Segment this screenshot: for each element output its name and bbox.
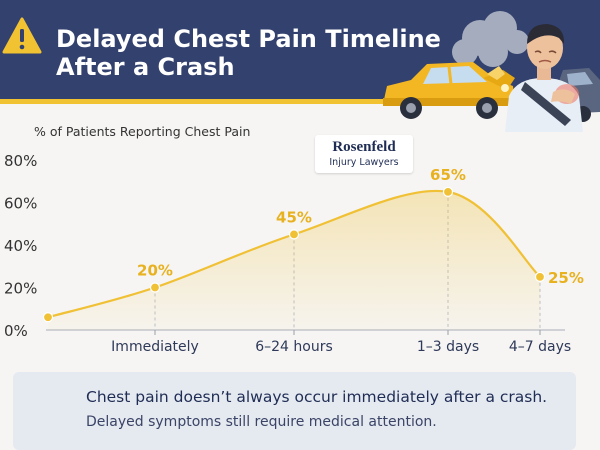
x-tick-label: Immediately — [111, 339, 199, 355]
data-point — [149, 282, 161, 293]
data-label: 65% — [430, 166, 466, 184]
y-tick-label: 0% — [4, 322, 28, 340]
warning-triangle-icon — [2, 17, 42, 54]
note-line-1: Chest pain doesn’t always occur immediat… — [86, 388, 548, 406]
x-tick-label: 6–24 hours — [255, 339, 333, 355]
page-title-line-1: Delayed Chest Pain Timeline — [56, 25, 441, 53]
data-point — [42, 312, 54, 323]
logo-name: Rosenfeld — [332, 139, 396, 155]
info-note: Chest pain doesn’t always occur immediat… — [13, 372, 576, 450]
y-axis-label: % of Patients Reporting Chest Pain — [34, 124, 251, 139]
data-label: 25% — [548, 269, 584, 287]
y-tick-label: 60% — [4, 195, 37, 213]
data-point — [288, 229, 300, 240]
logo-subtitle: Injury Lawyers — [329, 157, 399, 168]
note-line-2: Delayed symptoms still require medical a… — [86, 414, 437, 430]
data-point — [442, 186, 454, 197]
x-tick-label: 1–3 days — [417, 339, 479, 355]
line-chart: 0% 20% 40% 60% 80% 20% Immediately 45% 6–24 hour… — [4, 152, 584, 355]
data-label: 20% — [137, 262, 173, 280]
y-tick-label: 20% — [4, 280, 37, 298]
data-point — [534, 271, 546, 282]
car-crash-illustration — [383, 11, 600, 132]
data-label: 45% — [276, 208, 312, 226]
y-tick-label: 80% — [4, 152, 37, 170]
brand-logo: Rosenfeld Injury Lawyers — [315, 135, 413, 173]
banner-accent-stripe — [0, 99, 600, 104]
x-tick-label: 4–7 days — [509, 339, 571, 355]
page-title-line-2: After a Crash — [56, 53, 235, 81]
series-area — [48, 190, 540, 330]
y-tick-label: 40% — [4, 237, 37, 255]
